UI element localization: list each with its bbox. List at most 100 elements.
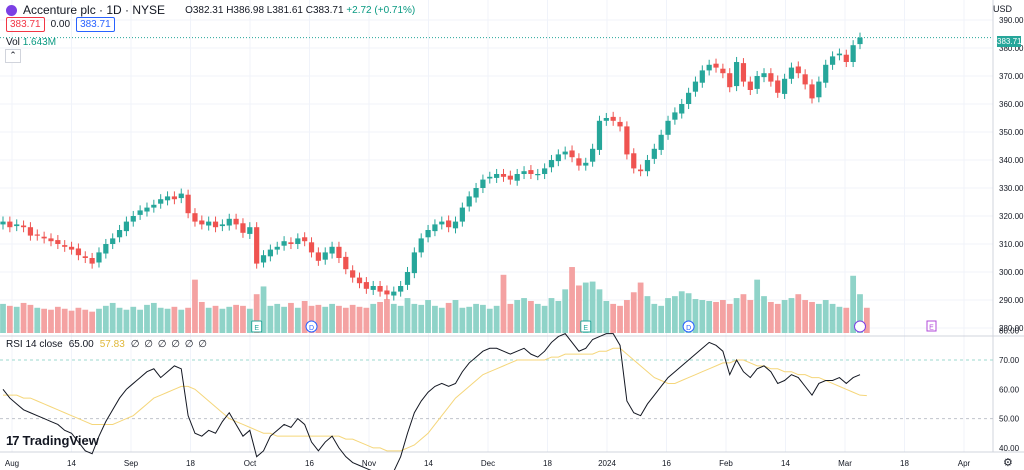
volume-bar [336, 305, 342, 333]
volume-bar [576, 285, 582, 333]
candle-body [576, 158, 582, 166]
candle-body [0, 221, 6, 225]
earnings-event-label: E [254, 325, 259, 332]
price-tick-label: 360.00 [999, 100, 1024, 109]
candle-body [75, 248, 82, 256]
volume-bar [54, 306, 61, 333]
candle-body [829, 56, 836, 65]
gear-icon[interactable]: ⚙ [1003, 457, 1013, 469]
volume-bar [589, 281, 596, 333]
candle-body [452, 221, 459, 229]
candle-body [247, 227, 253, 234]
candle-body [466, 196, 472, 207]
candle-body [638, 169, 644, 172]
volume-bar [96, 308, 102, 333]
volume-bar [41, 308, 48, 333]
price-tick-label: 290.00 [999, 296, 1024, 305]
volume-bar [102, 305, 109, 333]
volume-bar [534, 303, 541, 333]
candle-body [740, 63, 747, 82]
candle-body [418, 238, 424, 253]
rsi-tick-label: 70.00 [999, 356, 1020, 365]
candle-body [411, 252, 417, 274]
rsi-extra-values: ∅ ∅ ∅ ∅ ∅ ∅ [130, 339, 208, 350]
candle-body [617, 121, 623, 127]
candle-body [158, 199, 164, 204]
volume-bar [630, 292, 637, 333]
time-tick-label: Apr [958, 459, 971, 468]
volume-bar [836, 306, 843, 333]
volume-value: 1.643M [22, 37, 57, 48]
volume-bar [411, 303, 418, 333]
candle-body [733, 62, 740, 87]
symbol-title[interactable]: Accenture plc · 1D · NYSE [23, 3, 166, 17]
volume-bar [459, 307, 466, 333]
buy-price-button[interactable]: 383.71 [76, 17, 115, 32]
volume-bar [384, 299, 390, 333]
dividend-event-marker [682, 320, 695, 333]
candle-body [514, 174, 520, 181]
sell-price-button[interactable]: 383.71 [6, 17, 45, 32]
rsi-ma-line [3, 347, 867, 452]
collapse-legend-button[interactable]: ⌃ [5, 49, 21, 63]
volume-bar [747, 300, 754, 333]
volume-bar [774, 303, 781, 333]
rsi-label[interactable]: RSI 14 close [6, 339, 63, 350]
volume-bar [603, 300, 610, 333]
price-tick-label: 330.00 [999, 184, 1024, 193]
candle-body [548, 160, 555, 168]
candle-body [288, 242, 294, 244]
time-tick-label: 18 [543, 459, 552, 468]
time-tick-label: 14 [781, 459, 790, 468]
volume-bar [89, 311, 96, 333]
candle-body [233, 218, 239, 225]
candle-body [89, 258, 95, 264]
volume-bar [678, 291, 685, 333]
candle-body [446, 220, 452, 228]
volume-bar [219, 308, 226, 333]
volume-bar [301, 300, 308, 333]
time-tick-label: 18 [900, 459, 909, 468]
time-tick-label: 14 [67, 459, 76, 468]
time-tick-label: 16 [662, 459, 671, 468]
volume-bar [850, 275, 857, 333]
candle-body [281, 241, 287, 246]
volume-bar [370, 303, 377, 333]
volume-bar [178, 309, 185, 333]
future-earnings-label: E [929, 325, 934, 332]
time-tick-label: Mar [838, 459, 852, 468]
volume-bar [582, 282, 589, 333]
candle-body [692, 81, 699, 92]
volume-bar [27, 304, 34, 333]
candle-body [226, 218, 232, 226]
rsi-legend: RSI 14 close 65.00 57.83 ∅ ∅ ∅ ∅ ∅ ∅ [6, 339, 208, 350]
candle-body [843, 54, 849, 62]
currency-label[interactable]: USD [992, 4, 1012, 14]
candle-body [219, 224, 225, 227]
tradingview-logo[interactable]: 17 TradingView [6, 433, 99, 448]
price-tick-label: 280.00 [999, 324, 1024, 333]
candle-body [836, 53, 843, 56]
tradingview-logo-text: TradingView [22, 433, 99, 448]
volume-bar [740, 294, 747, 333]
symbol-logo-icon[interactable] [6, 4, 17, 16]
volume-bar [144, 304, 150, 333]
candle-body [68, 246, 75, 250]
volume-bar [802, 300, 809, 333]
volume-bar [274, 303, 281, 333]
volume-bar [788, 298, 795, 333]
volume-bar [863, 307, 870, 333]
candle-body [178, 193, 184, 199]
volume-bar [726, 303, 733, 333]
candle-body [103, 244, 109, 254]
candle-body [343, 256, 349, 270]
candle-body [658, 134, 664, 150]
candle-body [713, 63, 719, 68]
volume-bar [288, 302, 294, 333]
candle-body [7, 221, 13, 228]
volume-bar [500, 274, 507, 333]
time-tick-label: 16 [305, 459, 314, 468]
candle-body [459, 207, 465, 222]
candle-body [82, 256, 88, 258]
